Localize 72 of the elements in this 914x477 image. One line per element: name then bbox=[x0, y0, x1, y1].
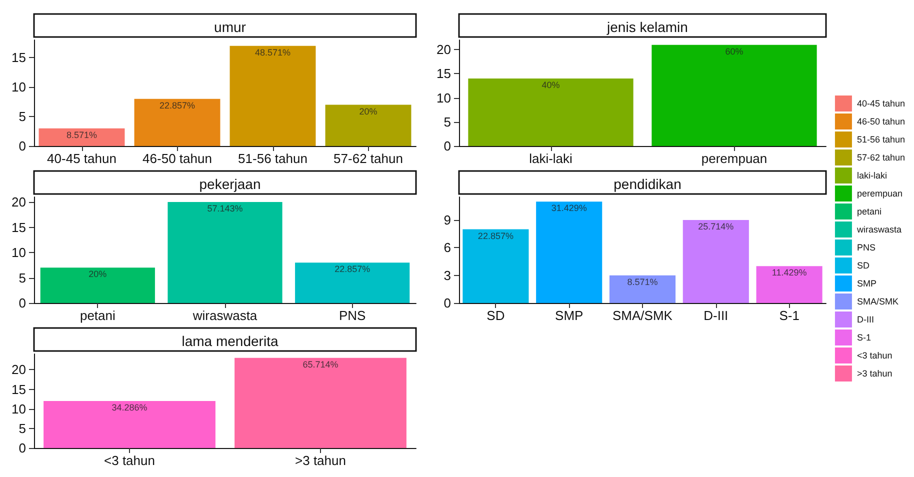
legend-label: perempuan bbox=[856, 188, 903, 198]
y-tick-label: 10 bbox=[12, 80, 26, 95]
y-tick-label: 5 bbox=[18, 420, 26, 436]
legend-label: 40-45 tahun bbox=[856, 98, 906, 108]
x-tick-label: perempuan bbox=[701, 151, 768, 166]
annotation: 48.571% bbox=[254, 47, 291, 58]
y-tick-label: 0 bbox=[18, 138, 26, 154]
y-tick-label: 0 bbox=[444, 296, 451, 310]
y-tick-label: 20 bbox=[436, 42, 451, 58]
annotation: 22.857% bbox=[478, 230, 514, 241]
y-tick-label: 9 bbox=[444, 212, 451, 228]
x-tick-label: 57-62 tahun bbox=[334, 151, 403, 166]
y-tick-label: 10 bbox=[12, 245, 26, 260]
x-tick-label: SMP bbox=[555, 308, 584, 323]
x-tick-label: SD bbox=[486, 308, 505, 323]
y-tick-label: 10 bbox=[436, 90, 451, 106]
y-tick-label: 15 bbox=[436, 66, 451, 82]
legend-label: PNS bbox=[856, 242, 876, 252]
legend-label: <3 tahun bbox=[856, 350, 892, 360]
annotation: 22.857% bbox=[159, 100, 196, 110]
chart-title: pekerjaan bbox=[199, 176, 261, 192]
y-tick-label: 5 bbox=[18, 109, 26, 124]
annotation: 8.571% bbox=[66, 130, 98, 140]
legend-label: laki-laki bbox=[856, 170, 887, 180]
x-tick-label: PNS bbox=[338, 308, 366, 323]
y-tick-label: 10 bbox=[12, 401, 26, 416]
annotation: 20% bbox=[359, 106, 378, 116]
annotation: 11.429% bbox=[772, 268, 807, 278]
y-tick-label: 15 bbox=[12, 50, 26, 66]
x-tick-label: D-III bbox=[704, 308, 728, 323]
chart-title: umur bbox=[214, 19, 246, 35]
chart-title: jenis kelamin bbox=[606, 19, 688, 35]
legend-label: S-1 bbox=[856, 332, 871, 342]
y-tick-label: 6 bbox=[444, 240, 451, 256]
annotation: 22.857% bbox=[334, 264, 370, 274]
y-tick-label: 3 bbox=[444, 268, 451, 283]
y-tick-label: 5 bbox=[444, 114, 451, 130]
annotation: 8.571% bbox=[627, 276, 658, 287]
x-tick-label: 40-45 tahun bbox=[47, 151, 116, 166]
legend-label: SMA/SMK bbox=[856, 296, 898, 306]
annotation: 20% bbox=[88, 269, 107, 280]
y-tick-label: 20 bbox=[12, 362, 26, 378]
chart-title: pendidikan bbox=[614, 176, 682, 192]
annotation: 25.714% bbox=[698, 222, 734, 232]
y-tick-label: 0 bbox=[18, 296, 26, 310]
x-tick-label: SMA/SMK bbox=[612, 308, 673, 323]
y-tick-label: 0 bbox=[18, 440, 26, 456]
annotation: 34.286% bbox=[112, 402, 148, 412]
annotation: 60% bbox=[725, 46, 744, 56]
x-tick-label: 46-50 tahun bbox=[142, 151, 212, 166]
x-tick-label: wiraswasta bbox=[192, 308, 258, 323]
legend-label: SD bbox=[856, 260, 870, 270]
legend-label: petani bbox=[856, 206, 882, 216]
annotation: 40% bbox=[542, 80, 560, 90]
legend-label: >3 tahun bbox=[856, 368, 892, 378]
x-tick-label: petani bbox=[80, 308, 116, 323]
x-tick-label: S-1 bbox=[779, 308, 800, 323]
y-tick-label: 15 bbox=[12, 220, 26, 235]
annotation: 57.143% bbox=[207, 204, 243, 214]
y-tick-label: 0 bbox=[444, 138, 451, 154]
x-tick-label: 51-56 tahun bbox=[238, 151, 308, 166]
legend-label: wiraswasta bbox=[856, 224, 902, 234]
chart-title: lama menderita bbox=[182, 333, 278, 349]
y-tick-label: 5 bbox=[18, 270, 26, 286]
legend-label: 46-50 tahun bbox=[856, 116, 906, 126]
x-tick-label: laki-laki bbox=[529, 151, 573, 166]
y-tick-label: 20 bbox=[12, 194, 26, 210]
y-tick-label: 15 bbox=[12, 382, 26, 397]
legend-label: 51-56 tahun bbox=[856, 134, 906, 144]
legend-label: SMP bbox=[856, 278, 876, 288]
annotation: 65.714% bbox=[302, 359, 338, 370]
annotation: 31.429% bbox=[551, 203, 587, 214]
